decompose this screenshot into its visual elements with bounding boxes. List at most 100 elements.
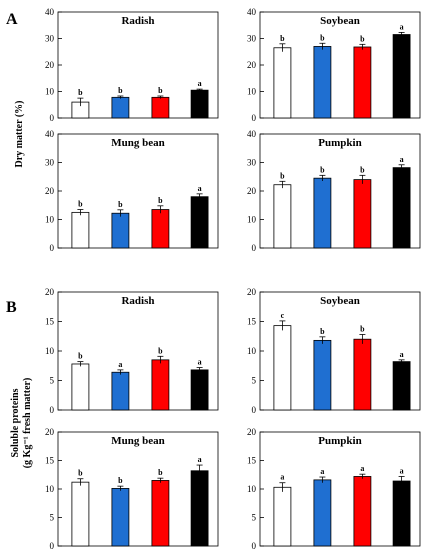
significance-letter: a — [400, 155, 404, 164]
bar — [151, 359, 170, 411]
chart-a-pumpkin: 0 10 20 30 40 Pumpkin b b b a — [247, 129, 421, 253]
bar — [313, 479, 332, 547]
significance-letter: a — [118, 360, 122, 369]
significance-letter: b — [78, 469, 83, 478]
chart-title: Soybean — [320, 295, 360, 307]
y-tick-label: 20 — [247, 287, 257, 297]
bar — [392, 167, 411, 249]
y-tick-label: 5 — [50, 376, 55, 386]
y-tick-label: 15 — [247, 456, 257, 466]
significance-letter: a — [400, 466, 404, 475]
significance-letter: b — [360, 165, 365, 174]
y-tick-label: 20 — [45, 287, 55, 297]
panel-letter-b: B — [6, 299, 17, 316]
bar — [190, 470, 209, 547]
y-tick-label: 20 — [247, 60, 257, 70]
y-tick-label: 20 — [247, 186, 257, 196]
bar — [190, 369, 209, 411]
y-tick-label: 10 — [247, 484, 257, 494]
chart-a-radish: 0 10 20 30 40 Radish b b b a — [45, 7, 219, 123]
significance-letter: a — [400, 350, 404, 359]
significance-letter: b — [360, 34, 365, 43]
significance-letter: b — [78, 200, 83, 209]
chart-title: Pumpkin — [318, 435, 361, 447]
bar — [392, 480, 411, 547]
chart-title: Radish — [121, 295, 154, 307]
y-tick-label: 40 — [247, 7, 257, 17]
y-tick-label: 40 — [247, 129, 257, 139]
significance-letter: b — [158, 196, 163, 205]
bar — [273, 325, 292, 411]
bar — [71, 481, 90, 547]
bar — [111, 96, 130, 119]
significance-letter: b — [158, 468, 163, 477]
y-tick-label: 40 — [45, 129, 55, 139]
significance-letter: b — [78, 352, 83, 361]
y-axis-label-dry-matter: Dry matter (%) — [14, 100, 25, 167]
y-tick-label: 10 — [45, 484, 55, 494]
significance-letter: a — [198, 358, 202, 367]
y-tick-label: 30 — [247, 34, 257, 44]
y-tick-label: 20 — [45, 60, 55, 70]
chart-b-radish: 0 5 10 15 20 Radish b a b a — [45, 287, 219, 415]
y-tick-label: 20 — [45, 186, 55, 196]
significance-letter: b — [118, 476, 123, 485]
y-tick-label: 15 — [247, 317, 257, 327]
bar — [353, 476, 372, 547]
y-tick-label: 30 — [45, 158, 55, 168]
y-tick-label: 0 — [50, 541, 55, 550]
y-tick-label: 30 — [247, 158, 257, 168]
significance-letter: b — [280, 34, 285, 43]
chart-title: Soybean — [320, 15, 360, 27]
bar — [151, 96, 170, 119]
y-tick-label: 0 — [252, 405, 257, 415]
bar — [392, 361, 411, 411]
y-tick-label: 20 — [45, 427, 55, 437]
y-tick-label: 5 — [252, 513, 257, 523]
chart-title: Mung bean — [111, 137, 165, 149]
significance-letter: b — [78, 88, 83, 97]
y-tick-label: 20 — [247, 427, 257, 437]
significance-letter: b — [320, 165, 325, 174]
bar — [353, 338, 372, 411]
y-tick-label: 40 — [45, 7, 55, 17]
significance-letter: c — [281, 311, 285, 320]
significance-letter: a — [360, 464, 364, 473]
y-tick-label: 0 — [50, 405, 55, 415]
bar — [313, 46, 332, 119]
chart-a-mung-bean: 0 10 20 30 40 Mung bean b b b a — [45, 129, 219, 253]
chart-title: Radish — [121, 15, 154, 27]
y-tick-label: 0 — [50, 113, 55, 123]
bar — [190, 89, 209, 119]
y-tick-label: 0 — [252, 541, 257, 550]
bar — [190, 196, 209, 249]
significance-letter: a — [400, 22, 404, 31]
chart-b-mung-bean: 0 5 10 15 20 Mung bean b b b a — [45, 427, 219, 550]
significance-letter: a — [320, 467, 324, 476]
y-axis-label-soluble-proteins: Soluble proteins — [10, 388, 21, 457]
chart-b-pumpkin: 0 5 10 15 20 Pumpkin a a a a — [247, 427, 421, 550]
y-tick-label: 0 — [50, 243, 55, 253]
significance-letter: b — [320, 327, 325, 336]
bar — [273, 47, 292, 119]
bar — [353, 46, 372, 119]
y-tick-label: 10 — [247, 87, 257, 97]
significance-letter: a — [198, 455, 202, 464]
bar — [151, 480, 170, 547]
bar — [111, 371, 130, 411]
significance-letter: b — [158, 346, 163, 355]
y-tick-label: 10 — [45, 87, 55, 97]
y-tick-label: 10 — [247, 346, 257, 356]
bar — [273, 486, 292, 547]
y-tick-label: 30 — [45, 34, 55, 44]
significance-letter: b — [280, 171, 285, 180]
chart-title: Mung bean — [111, 435, 165, 447]
bar — [71, 363, 90, 411]
y-tick-label: 5 — [252, 376, 257, 386]
y-tick-label: 10 — [247, 215, 257, 225]
bar — [71, 211, 90, 249]
significance-letter: b — [118, 200, 123, 209]
y-tick-label: 15 — [45, 456, 55, 466]
